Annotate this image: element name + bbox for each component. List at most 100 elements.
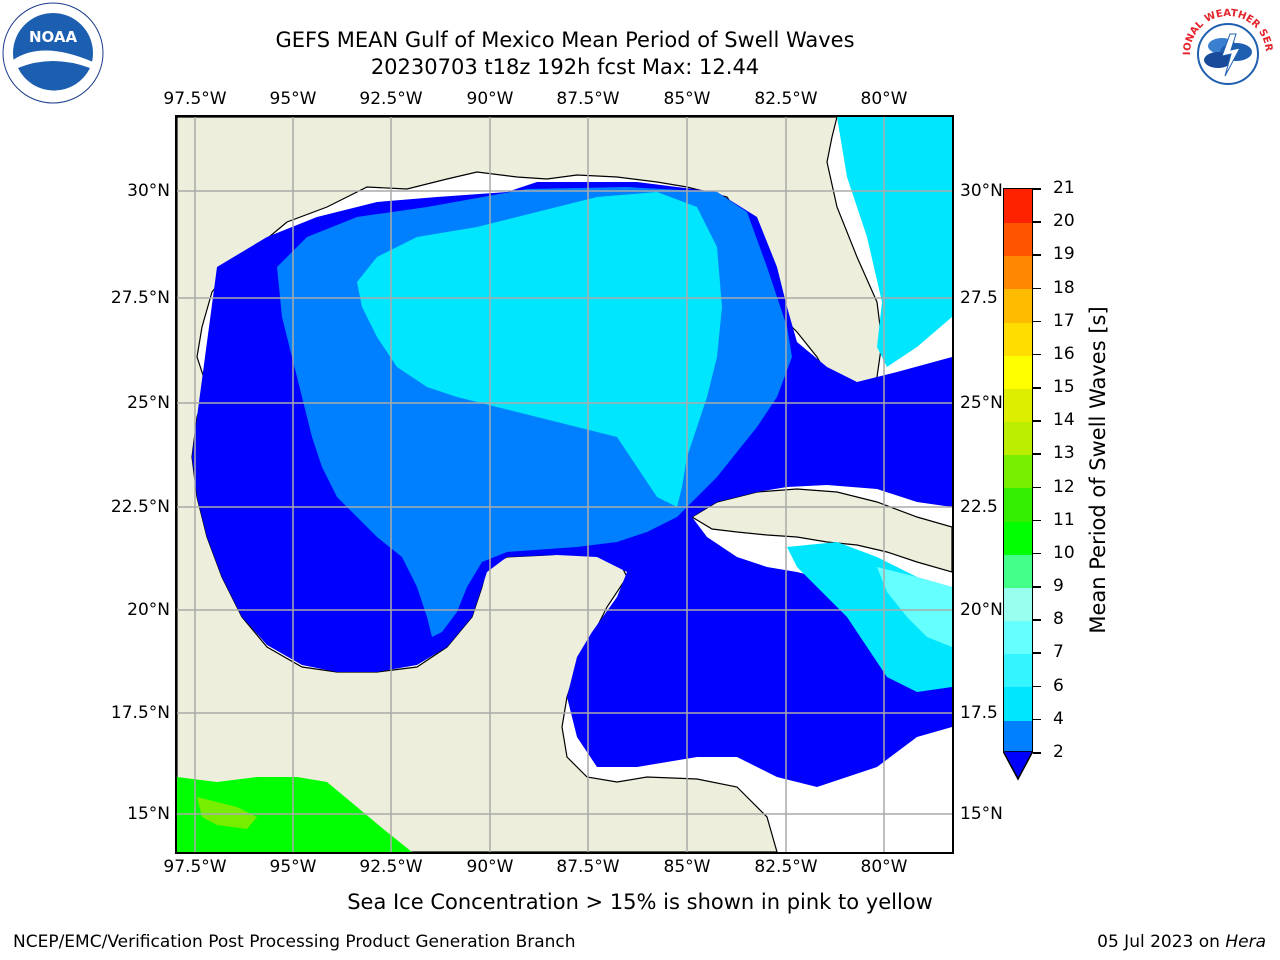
date-line: 05 Jul 2023 on Hera	[1097, 932, 1266, 952]
colorbar-tick-label: 2	[1053, 742, 1064, 762]
colorbar-label: Mean Period of Swell Waves [s]	[1086, 306, 1110, 634]
colorbar-tick-label: 14	[1053, 410, 1075, 431]
colorbar-tick-mark	[1033, 752, 1041, 754]
colorbar-tick-label: 13	[1053, 443, 1075, 464]
colorbar-segment	[1004, 321, 1032, 356]
lat-label-left: 22.5°N	[110, 497, 170, 517]
colorbar-segment	[1004, 255, 1032, 290]
colorbar-tick-mark	[1033, 453, 1041, 455]
lon-label-bottom: 82.5°W	[754, 857, 818, 877]
colorbar-segment	[1004, 288, 1032, 323]
colorbar-tick-label: 7	[1053, 642, 1064, 663]
lat-label-left: 27.5°N	[110, 288, 170, 308]
colorbar-segment	[1004, 653, 1032, 688]
map-title: GEFS MEAN Gulf of Mexico Mean Period of …	[275, 28, 855, 52]
colorbar-tick-label: 6	[1053, 675, 1064, 696]
colorbar-segment	[1004, 686, 1032, 721]
noaa-logo: NOAA	[2, 2, 104, 104]
colorbar-tick-label: 16	[1053, 343, 1075, 364]
date-text: 05 Jul 2023 on	[1097, 932, 1220, 952]
lon-label-bottom: 95°W	[269, 857, 317, 877]
colorbar-tick-mark	[1033, 552, 1041, 555]
colorbar-tick-mark	[1033, 320, 1041, 323]
svg-text:NOAA: NOAA	[29, 28, 78, 46]
colorbar-segment	[1004, 421, 1032, 456]
lat-label-right: 22.5	[960, 497, 998, 517]
colorbar-tick-label: 18	[1053, 277, 1075, 298]
lat-label-right: 17.5	[960, 703, 998, 723]
colorbar-tick-mark	[1033, 353, 1041, 356]
lat-label-right: 27.5	[960, 288, 998, 308]
colorbar-segment	[1004, 222, 1032, 257]
colorbar-tick-mark	[1033, 685, 1041, 688]
colorbar-segment	[1004, 354, 1032, 389]
land-cuba	[690, 488, 952, 573]
sea-ice-note: Sea Ice Concentration > 15% is shown in …	[347, 890, 933, 914]
colorbar-tick-label: 9	[1053, 576, 1064, 597]
nws-logo: NATIONAL WEATHER SERVICE	[1178, 4, 1276, 102]
lat-label-left: 25°N	[127, 393, 170, 413]
lon-label-top: 92.5°W	[359, 89, 423, 109]
lon-label-top: 95°W	[269, 89, 317, 109]
colorbar-tick-mark	[1033, 188, 1041, 190]
lon-label-top: 87.5°W	[556, 89, 620, 109]
colorbar-tick-label: 19	[1053, 244, 1075, 265]
lat-label-left: 17.5°N	[110, 703, 170, 723]
lon-label-top: 97.5°W	[163, 89, 227, 109]
colorbar-segment	[1004, 454, 1032, 489]
lat-label-right: 30°N	[960, 181, 1003, 201]
swell-caribbean-6-7s	[877, 567, 952, 647]
map-plot-area	[175, 115, 954, 854]
lat-label-right: 15°N	[960, 804, 1003, 824]
lat-label-left: 20°N	[127, 600, 170, 620]
lon-label-bottom: 90°W	[466, 857, 514, 877]
lon-label-bottom: 92.5°W	[359, 857, 423, 877]
colorbar-tick-label: 10	[1053, 542, 1075, 563]
lon-label-bottom: 80°W	[860, 857, 908, 877]
colorbar-tick-label: 20	[1053, 211, 1075, 232]
colorbar-tick-label: 11	[1053, 509, 1075, 530]
lon-label-top: 80°W	[860, 89, 908, 109]
map-subtitle: 20230703 t18z 192h fcst Max: 12.44	[370, 55, 760, 79]
colorbar-tick-mark	[1033, 519, 1041, 522]
colorbar-tick-mark	[1033, 287, 1041, 290]
colorbar-tick-mark	[1033, 221, 1041, 223]
colorbar-segment	[1004, 388, 1032, 423]
lon-label-top: 90°W	[466, 89, 514, 109]
colorbar-segment	[1004, 620, 1032, 655]
host-name: Hera	[1225, 932, 1266, 952]
lon-label-bottom: 97.5°W	[163, 857, 227, 877]
colorbar-segment	[1004, 587, 1032, 622]
colorbar-segment	[1004, 520, 1032, 555]
credit-line: NCEP/EMC/Verification Post Processing Pr…	[13, 932, 576, 952]
map-canvas	[177, 117, 952, 852]
swell-atlantic-4-6s	[837, 117, 952, 367]
colorbar-tick-label: 4	[1053, 708, 1064, 729]
colorbar-tick-label: 21	[1053, 178, 1075, 198]
colorbar-segment	[1004, 189, 1032, 223]
colorbar-tick-mark	[1033, 254, 1041, 256]
lat-label-right: 25°N	[960, 393, 1003, 413]
colorbar-tick-label: 12	[1053, 476, 1075, 497]
colorbar-tick-mark	[1033, 486, 1041, 489]
colorbar-segment	[1004, 487, 1032, 522]
lat-label-left: 15°N	[127, 804, 170, 824]
graticule	[177, 117, 952, 852]
lat-label-right: 20°N	[960, 600, 1003, 620]
lon-label-bottom: 87.5°W	[556, 857, 620, 877]
colorbar	[1003, 188, 1033, 754]
colorbar-tick-label: 15	[1053, 377, 1075, 398]
colorbar-tick-mark	[1033, 652, 1041, 654]
colorbar-segment	[1004, 553, 1032, 588]
colorbar-tick-label: 17	[1053, 310, 1075, 331]
lat-label-left: 30°N	[127, 181, 170, 201]
lon-label-top: 85°W	[663, 89, 711, 109]
colorbar-tick-mark	[1033, 619, 1041, 621]
swell-4-6s	[357, 192, 722, 507]
colorbar-segment	[1004, 719, 1032, 754]
colorbar-tick-mark	[1033, 718, 1041, 721]
lon-label-bottom: 85°W	[663, 857, 711, 877]
lon-label-top: 82.5°W	[754, 89, 818, 109]
swell-pacific-12s	[197, 797, 257, 829]
colorbar-tick-mark	[1033, 387, 1041, 389]
